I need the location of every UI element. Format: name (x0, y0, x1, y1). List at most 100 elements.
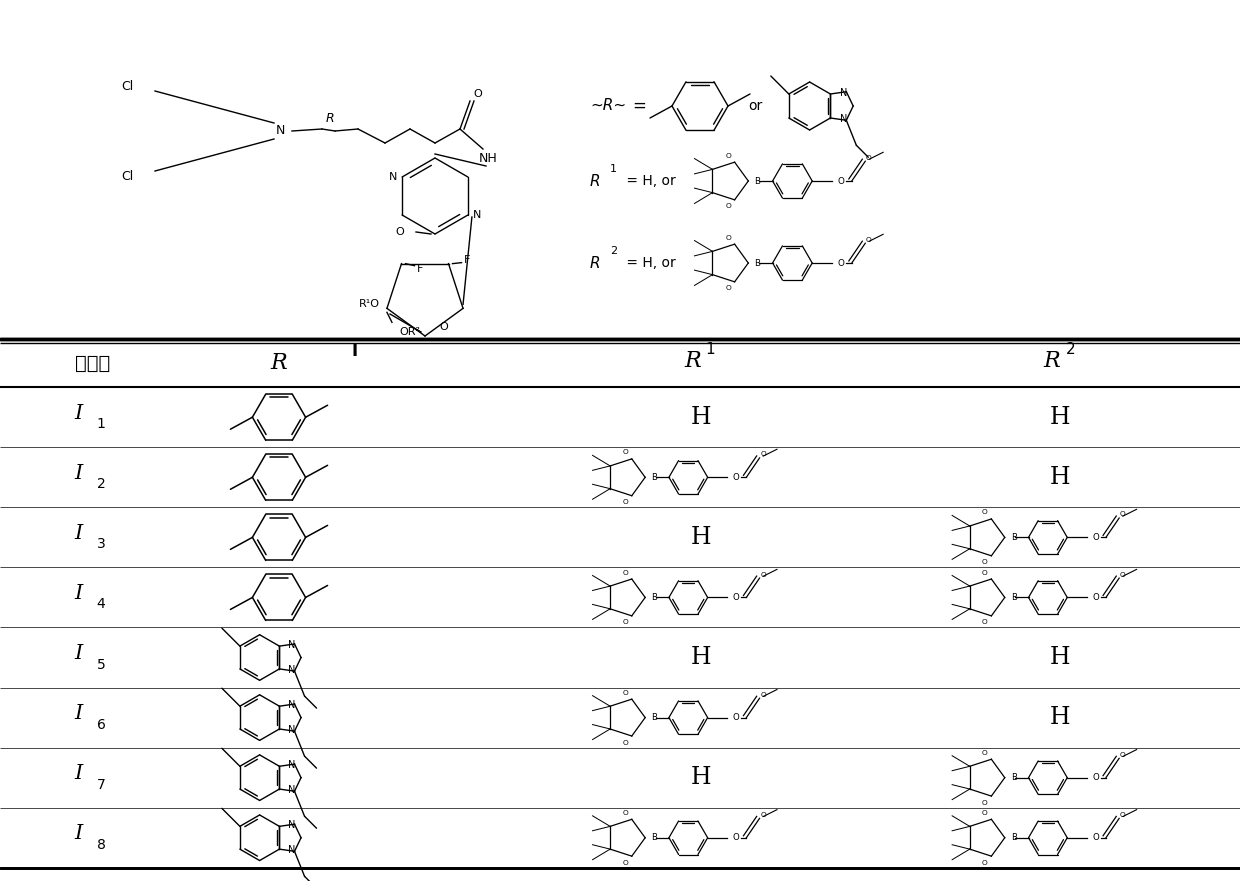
Text: O: O (1120, 512, 1126, 517)
Text: O: O (1092, 533, 1099, 542)
Text: 1: 1 (610, 164, 618, 174)
Text: O: O (760, 812, 766, 818)
Text: R: R (270, 352, 288, 374)
Text: O: O (622, 690, 629, 696)
Text: 2: 2 (97, 478, 105, 492)
Text: I: I (352, 342, 358, 360)
Text: O: O (982, 750, 988, 756)
Text: O: O (837, 258, 844, 268)
Text: B: B (651, 833, 657, 842)
Text: Cl: Cl (120, 169, 133, 182)
Text: O: O (982, 810, 988, 816)
Text: O: O (760, 451, 766, 457)
Text: O: O (725, 152, 732, 159)
Text: H: H (1050, 646, 1070, 669)
Text: O: O (1092, 593, 1099, 602)
Text: 化合物: 化合物 (76, 353, 110, 373)
Text: B: B (651, 473, 657, 482)
Text: 1: 1 (97, 418, 105, 431)
Text: N: N (472, 210, 481, 220)
Text: O: O (982, 569, 988, 575)
Text: O: O (622, 739, 629, 745)
Text: O: O (982, 619, 988, 626)
Text: B: B (1011, 833, 1017, 842)
Text: = H, or: = H, or (622, 174, 676, 188)
Text: N: N (288, 700, 295, 710)
Text: O: O (837, 176, 844, 186)
Text: N: N (288, 845, 295, 855)
Text: 4: 4 (97, 597, 105, 611)
Text: O: O (1120, 751, 1126, 758)
Text: I: I (74, 644, 82, 663)
Text: H: H (691, 526, 711, 549)
Text: O: O (760, 692, 766, 698)
Text: O: O (396, 227, 404, 237)
Text: I: I (74, 403, 82, 423)
Text: N: N (288, 640, 295, 650)
Text: N: N (288, 760, 295, 770)
Text: H: H (1050, 706, 1070, 729)
Text: 6: 6 (97, 718, 105, 731)
Text: F: F (464, 255, 470, 264)
Text: O: O (440, 322, 449, 332)
Text: O: O (725, 234, 732, 241)
Text: 7: 7 (97, 778, 105, 792)
Text: H: H (1050, 406, 1070, 429)
Text: O: O (1092, 774, 1099, 782)
Text: B: B (755, 258, 760, 268)
Text: B: B (1011, 533, 1017, 542)
Text: N: N (839, 88, 847, 98)
Text: OR²: OR² (399, 328, 420, 337)
Text: N: N (275, 124, 285, 137)
Text: O: O (733, 593, 739, 602)
Text: 3: 3 (97, 537, 105, 552)
Text: I: I (74, 463, 82, 483)
Text: Cl: Cl (120, 79, 133, 93)
Text: H: H (1050, 466, 1070, 489)
Text: B: B (651, 593, 657, 602)
Text: B: B (1011, 593, 1017, 602)
Text: I: I (74, 584, 82, 603)
Text: O: O (622, 810, 629, 816)
Text: I: I (74, 764, 82, 783)
Text: 1: 1 (706, 342, 715, 357)
Text: H: H (691, 766, 711, 789)
Text: I: I (74, 704, 82, 723)
Text: O: O (1120, 812, 1126, 818)
Text: R¹O: R¹O (360, 299, 379, 309)
Text: N: N (288, 785, 295, 796)
Text: I: I (74, 524, 82, 543)
Text: O: O (622, 619, 629, 626)
Text: F: F (417, 263, 423, 274)
Text: O: O (866, 154, 872, 160)
Text: ~R~: ~R~ (590, 99, 626, 114)
Text: O: O (725, 204, 732, 210)
Text: O: O (733, 473, 739, 482)
Text: N: N (288, 665, 295, 675)
Text: R: R (590, 174, 600, 189)
Text: O: O (760, 572, 766, 578)
Text: B: B (651, 713, 657, 722)
Text: N: N (288, 820, 295, 830)
Text: I: I (74, 825, 82, 843)
Text: N: N (388, 172, 397, 182)
Text: O: O (733, 833, 739, 842)
Text: O: O (622, 449, 629, 455)
Text: R: R (590, 255, 600, 270)
Text: R: R (684, 350, 701, 372)
Text: O: O (982, 509, 988, 515)
Text: O: O (982, 559, 988, 566)
Text: N: N (839, 115, 847, 124)
Text: B: B (755, 176, 760, 186)
Text: O: O (622, 569, 629, 575)
Text: O: O (725, 285, 732, 292)
Text: O: O (866, 237, 872, 242)
Text: B: B (1011, 774, 1017, 782)
Text: O: O (474, 89, 482, 99)
Text: N: N (288, 725, 295, 735)
Text: R: R (326, 113, 335, 125)
Text: 2: 2 (1065, 342, 1075, 357)
Text: O: O (1120, 572, 1126, 578)
Text: O: O (982, 800, 988, 805)
Text: = H, or: = H, or (622, 256, 676, 270)
